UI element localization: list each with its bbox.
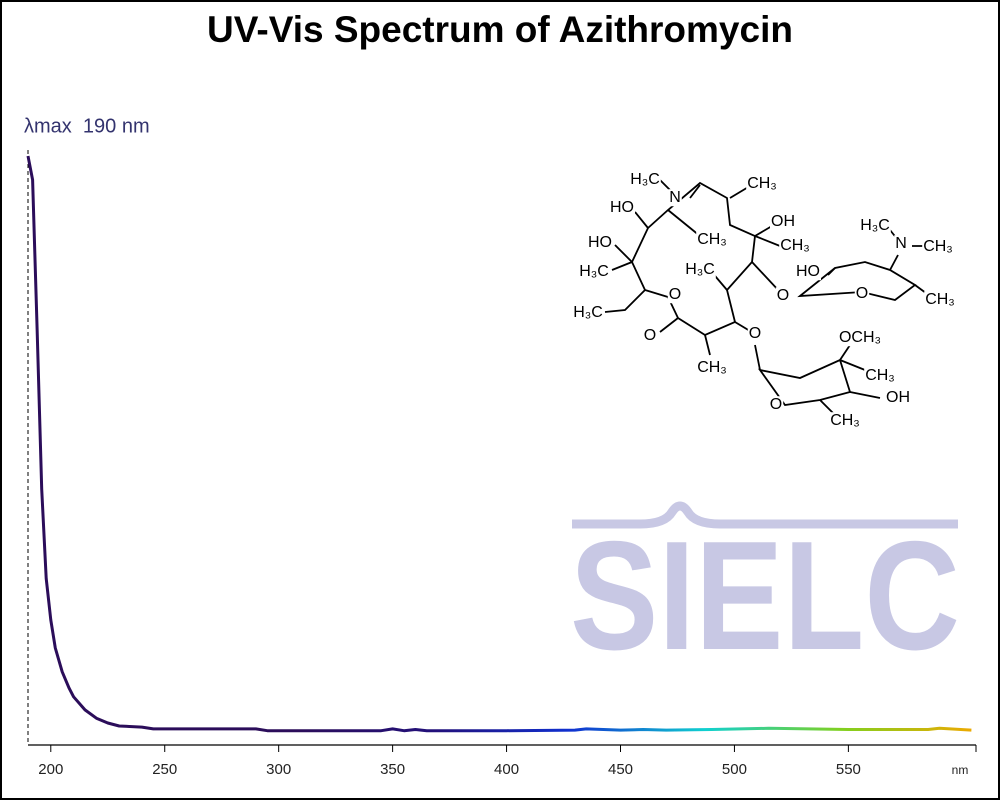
structure-label: HO xyxy=(610,199,634,216)
structure-label: CH₃ xyxy=(697,359,727,376)
structure-label: O xyxy=(749,325,761,342)
structure-label: OH xyxy=(886,389,910,406)
label-bg xyxy=(795,263,821,281)
x-tick-label: 500 xyxy=(722,761,747,778)
label-bg xyxy=(864,367,896,385)
label-bg xyxy=(922,238,954,256)
x-axis-label: nm xyxy=(952,763,969,777)
label-bg xyxy=(684,261,716,279)
x-tick-label: 250 xyxy=(152,761,177,778)
label-bg xyxy=(642,327,658,345)
sugar-bonds xyxy=(827,229,931,297)
label-bg xyxy=(668,189,682,207)
label-bg xyxy=(667,286,683,304)
label-bg xyxy=(770,213,796,231)
label-bg xyxy=(829,412,861,430)
label-bg xyxy=(854,285,870,303)
structure-label: CH₃ xyxy=(923,238,953,255)
label-bg xyxy=(747,325,763,343)
label-bg xyxy=(775,287,791,305)
label-bg xyxy=(885,389,911,407)
annotation: λmax 190 nm xyxy=(24,115,150,137)
structure-label: N xyxy=(669,189,681,206)
watermark: SIELC xyxy=(570,509,960,682)
structure-label: HO xyxy=(588,234,612,251)
structure-label: H₃C xyxy=(860,217,890,234)
structure-label: OH xyxy=(771,213,795,230)
x-tick-label: 350 xyxy=(380,761,405,778)
chart-title: UV-Vis Spectrum of Azithromycin xyxy=(207,9,793,50)
x-tick-label: 400 xyxy=(494,761,519,778)
structure-label: H₃C xyxy=(573,304,603,321)
structure-label: N xyxy=(895,235,907,252)
label-bg xyxy=(578,263,610,281)
structure-label: CH₃ xyxy=(697,231,727,248)
structure-label: CH₃ xyxy=(747,175,777,192)
structure-label: O xyxy=(669,286,681,303)
label-bg xyxy=(859,217,891,235)
structure-label: H₃C xyxy=(579,263,609,280)
x-tick-label: 450 xyxy=(608,761,633,778)
structure-label: CH₃ xyxy=(780,237,810,254)
structure-label: O xyxy=(770,396,782,413)
structure-label: CH₃ xyxy=(865,367,895,384)
structure-label: H₃C xyxy=(630,171,660,188)
label-bg xyxy=(768,396,784,414)
label-bg xyxy=(779,237,811,255)
structure-label: CH₃ xyxy=(830,412,860,429)
label-bg xyxy=(924,291,956,309)
x-tick-label: 300 xyxy=(266,761,291,778)
label-bg xyxy=(696,359,728,377)
label-bg xyxy=(609,199,635,217)
structure-label: O xyxy=(644,327,656,344)
label-bg xyxy=(894,235,908,253)
label-bg xyxy=(696,231,728,249)
label-bg xyxy=(837,329,883,347)
x-tick-label: 200 xyxy=(38,761,63,778)
label-bg xyxy=(572,304,604,322)
logo: SIELC xyxy=(570,501,960,682)
structure-label: OCH₃ xyxy=(839,329,881,346)
structure-label: CH₃ xyxy=(925,291,955,308)
bonds xyxy=(604,179,781,356)
structure-label: O xyxy=(856,285,868,302)
sugar-bonds-2 xyxy=(754,344,881,416)
label-bg xyxy=(746,175,778,193)
structure-label: H₃C xyxy=(685,261,715,278)
structure-label: O xyxy=(777,287,789,304)
x-tick-label: 550 xyxy=(836,761,861,778)
logo-wave xyxy=(572,501,958,529)
label-bg xyxy=(629,171,661,189)
spectrum-line xyxy=(26,155,972,733)
structure-label: HO xyxy=(796,263,820,280)
label-bg xyxy=(587,234,613,252)
